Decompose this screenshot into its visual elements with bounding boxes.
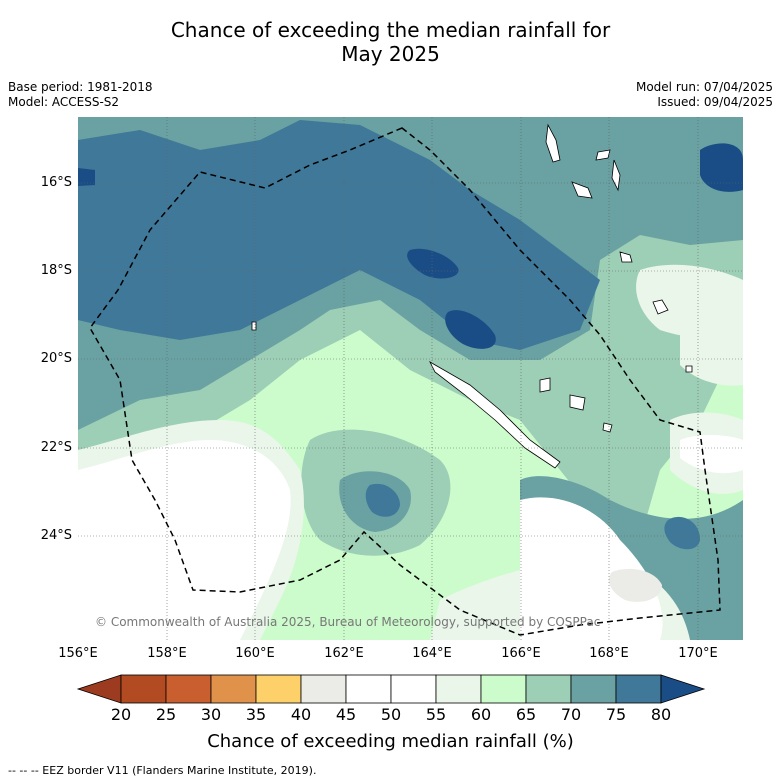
colorbar-tick: 75 (605, 705, 627, 724)
copyright-text: © Commonwealth of Australia 2025, Bureau… (95, 615, 600, 629)
colorbar-tick: 35 (245, 705, 267, 724)
base-period: Base period: 1981-2018 (8, 80, 153, 94)
title-line-2: May 2025 (341, 42, 440, 66)
colorbar-tick: 25 (155, 705, 177, 724)
colorbar-tick: 55 (425, 705, 447, 724)
lat-label: 20°S (40, 351, 72, 366)
issued-date: Issued: 09/04/2025 (657, 95, 773, 109)
graticule (78, 117, 743, 640)
title-line-1: Chance of exceeding the median rainfall … (170, 18, 611, 42)
colorbar-tick: 65 (515, 705, 537, 724)
colorbar-tick: 60 (470, 705, 492, 724)
colorbar-tick: 20 (110, 705, 132, 724)
lon-label: 164°E (412, 646, 452, 661)
model-name: Model: ACCESS-S2 (8, 95, 120, 109)
colorbar-tick: 50 (380, 705, 402, 724)
lat-label: 22°S (40, 440, 72, 455)
lon-label: 158°E (147, 646, 187, 661)
eez-footnote: -- -- -- EEZ border V11 (Flanders Marine… (8, 764, 317, 777)
lon-label: 162°E (324, 646, 364, 661)
meta-left: Base period: 1981-2018 Model: ACCESS-S2 (8, 80, 153, 110)
colorbar-tick: 45 (335, 705, 357, 724)
lat-label: 24°S (40, 528, 72, 543)
colorbar-tick: 30 (200, 705, 222, 724)
eez-border (89, 127, 721, 636)
lon-label: 160°E (235, 646, 275, 661)
contour-layer (78, 117, 743, 640)
islands (251, 123, 693, 469)
lat-label: 18°S (40, 263, 72, 278)
colorbar-label: Chance of exceeding median rainfall (%) (207, 731, 574, 752)
lon-label: 170°E (678, 646, 718, 661)
colorbar-tick: 80 (650, 705, 672, 724)
lon-label: 166°E (501, 646, 541, 661)
colorbar (76, 674, 706, 704)
map-title: Chance of exceeding the median rainfall … (0, 18, 781, 66)
colorbar-tick: 40 (290, 705, 312, 724)
model-run: Model run: 07/04/2025 (635, 80, 773, 94)
lon-label: 168°E (589, 646, 629, 661)
colorbar-tick: 70 (560, 705, 582, 724)
lon-label: 156°E (58, 646, 98, 661)
lat-label: 16°S (40, 175, 72, 190)
meta-right: Model run: 07/04/2025 Issued: 09/04/2025 (636, 80, 773, 110)
